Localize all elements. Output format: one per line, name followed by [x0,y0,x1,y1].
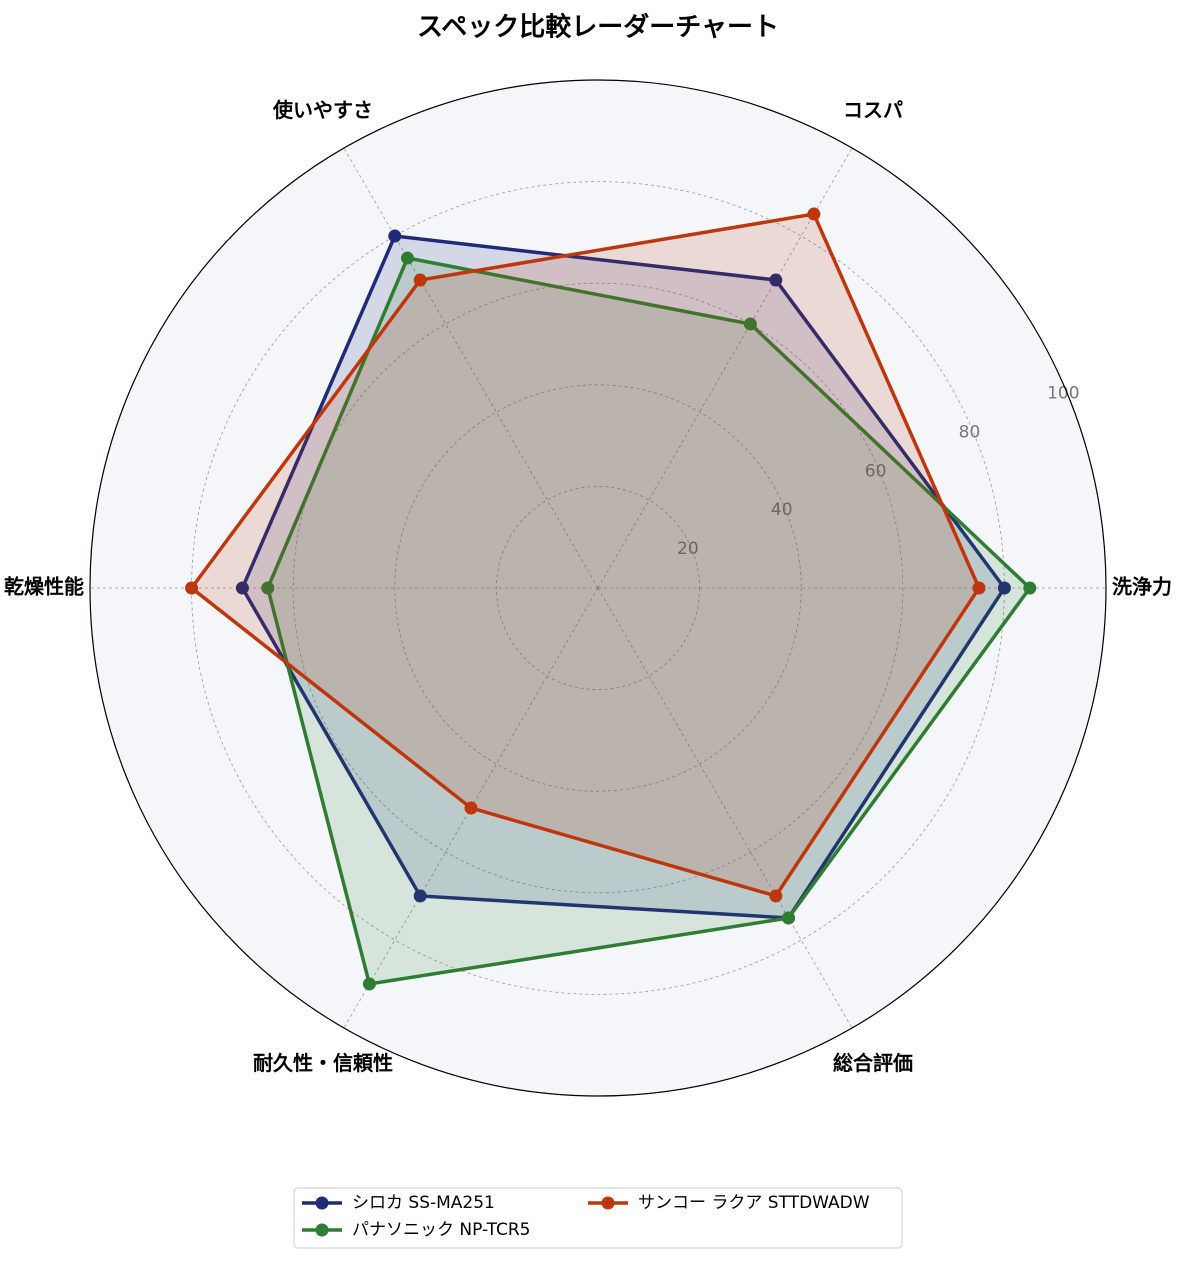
series-area [242,236,1005,918]
axis-label: コスパ [843,98,903,122]
chart-title: スペック比較レーダーチャート [417,12,779,43]
legend-marker [601,1196,615,1210]
legend-label: サンコー ラクア STTDWADW [638,1193,870,1213]
point [235,581,249,595]
r-tick-label: 20 [677,539,699,559]
point [261,581,275,595]
grid-ring [495,485,700,690]
grid-ring [292,282,904,894]
series-area [191,214,980,896]
r-tick-label: 60 [865,461,887,481]
spoke [597,147,853,589]
r-tick-label: 80 [959,422,981,442]
axis-label: 耐久性・信頼性 [253,1051,393,1075]
legend-marker [315,1196,329,1210]
plot-border [89,79,1107,1097]
legend-label: シロカ SS-MA251 [352,1193,495,1213]
point [782,911,795,925]
axis-label: 使いやすさ [272,98,373,122]
point [413,273,427,287]
legend-label: パナソニック NP-TCR5 [352,1220,530,1240]
point [743,317,757,331]
r-tick-label: 40 [771,500,793,520]
axis-label: 総合評価 [833,1051,913,1075]
point [401,251,414,265]
spoke [343,147,599,589]
point [769,273,783,287]
point [464,801,478,815]
point [413,889,427,903]
point [388,229,402,243]
axis-label: 乾燥性能 [4,575,84,599]
point [972,581,986,595]
point [807,207,821,221]
point [997,581,1011,595]
point [1023,581,1037,595]
point [769,889,783,903]
spoke [597,587,853,1029]
legend-marker [315,1223,329,1237]
point [185,581,199,595]
axis-label: 洗浄力 [1112,575,1172,599]
grid-ring [394,384,802,792]
legend-box [293,1187,903,1249]
point [362,977,376,991]
r-tick-label: 100 [1047,384,1079,404]
